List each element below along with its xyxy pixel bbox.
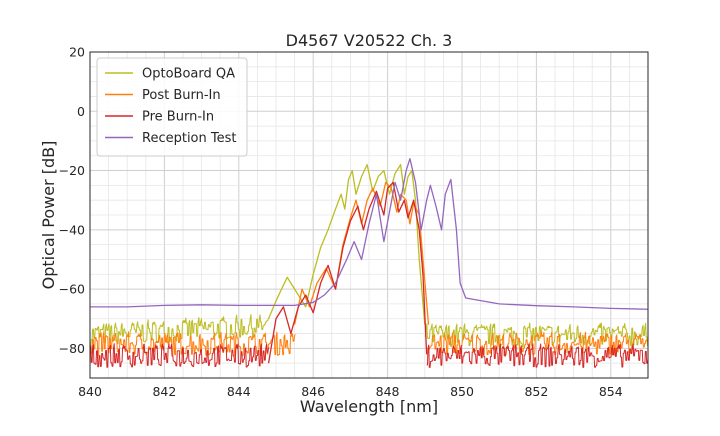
series-reception-test	[90, 158, 648, 310]
legend-label: OptoBoard QA	[142, 67, 235, 82]
y-axis-label: Optical Power [dB]	[39, 141, 58, 290]
series-line	[267, 163, 426, 325]
x-tick-label: 844	[227, 384, 251, 399]
series-line	[293, 181, 430, 325]
x-tick-label: 852	[524, 384, 548, 399]
series-lines	[90, 158, 648, 368]
chart-title: D4567 V20522 Ch. 3	[286, 31, 453, 50]
y-tick-label: 0	[77, 104, 85, 119]
series-noise-floor	[90, 343, 270, 368]
x-tick-label: 842	[152, 384, 176, 399]
series-noise-floor	[426, 343, 648, 368]
series-noise-floor	[90, 314, 270, 348]
y-tick-label: −80	[59, 341, 85, 356]
y-tick-label: −40	[59, 222, 85, 237]
y-tick-label: −20	[59, 163, 85, 178]
legend-label: Reception Test	[142, 131, 236, 146]
series-noise-floor	[428, 331, 648, 356]
series-post-burn-in	[90, 181, 648, 356]
x-tick-label: 854	[599, 384, 623, 399]
y-tick-label: −60	[59, 282, 85, 297]
y-tick-label: 20	[69, 45, 85, 60]
series-noise-floor	[90, 331, 296, 356]
series-line	[90, 158, 648, 310]
x-axis-label: Wavelength [nm]	[300, 397, 438, 416]
legend-label: Post Burn-In	[142, 88, 221, 103]
legend-box	[96, 57, 248, 157]
x-tick-label: 848	[376, 384, 400, 399]
x-tick-label: 846	[301, 384, 325, 399]
plot-frame	[89, 51, 649, 379]
x-tick-label: 850	[450, 384, 474, 399]
legend-label: Pre Burn-In	[142, 110, 214, 125]
legend: OptoBoard QA Post Burn-In Pre Burn-In Recep…	[96, 57, 248, 157]
x-tick-label: 840	[78, 384, 102, 399]
axes: 840 842 844 846 848 850 852 854 20 0 −20 −40 −60 −80	[59, 45, 649, 399]
